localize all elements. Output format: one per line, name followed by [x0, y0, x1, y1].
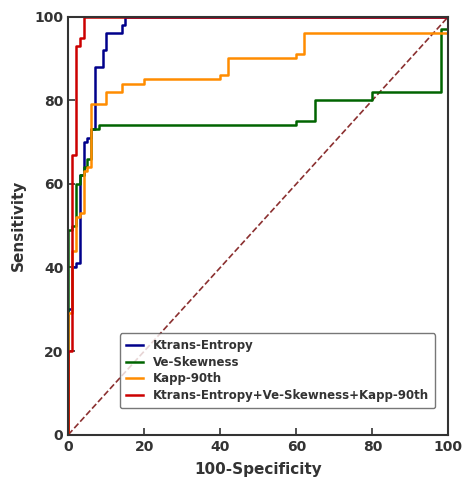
Legend: Ktrans-Entropy, Ve-Skewness, Kapp-90th, Ktrans-Entropy+Ve-Skewness+Kapp-90th: Ktrans-Entropy, Ve-Skewness, Kapp-90th, … — [120, 333, 435, 408]
Y-axis label: Sensitivity: Sensitivity — [11, 180, 26, 271]
X-axis label: 100-Specificity: 100-Specificity — [194, 462, 322, 477]
